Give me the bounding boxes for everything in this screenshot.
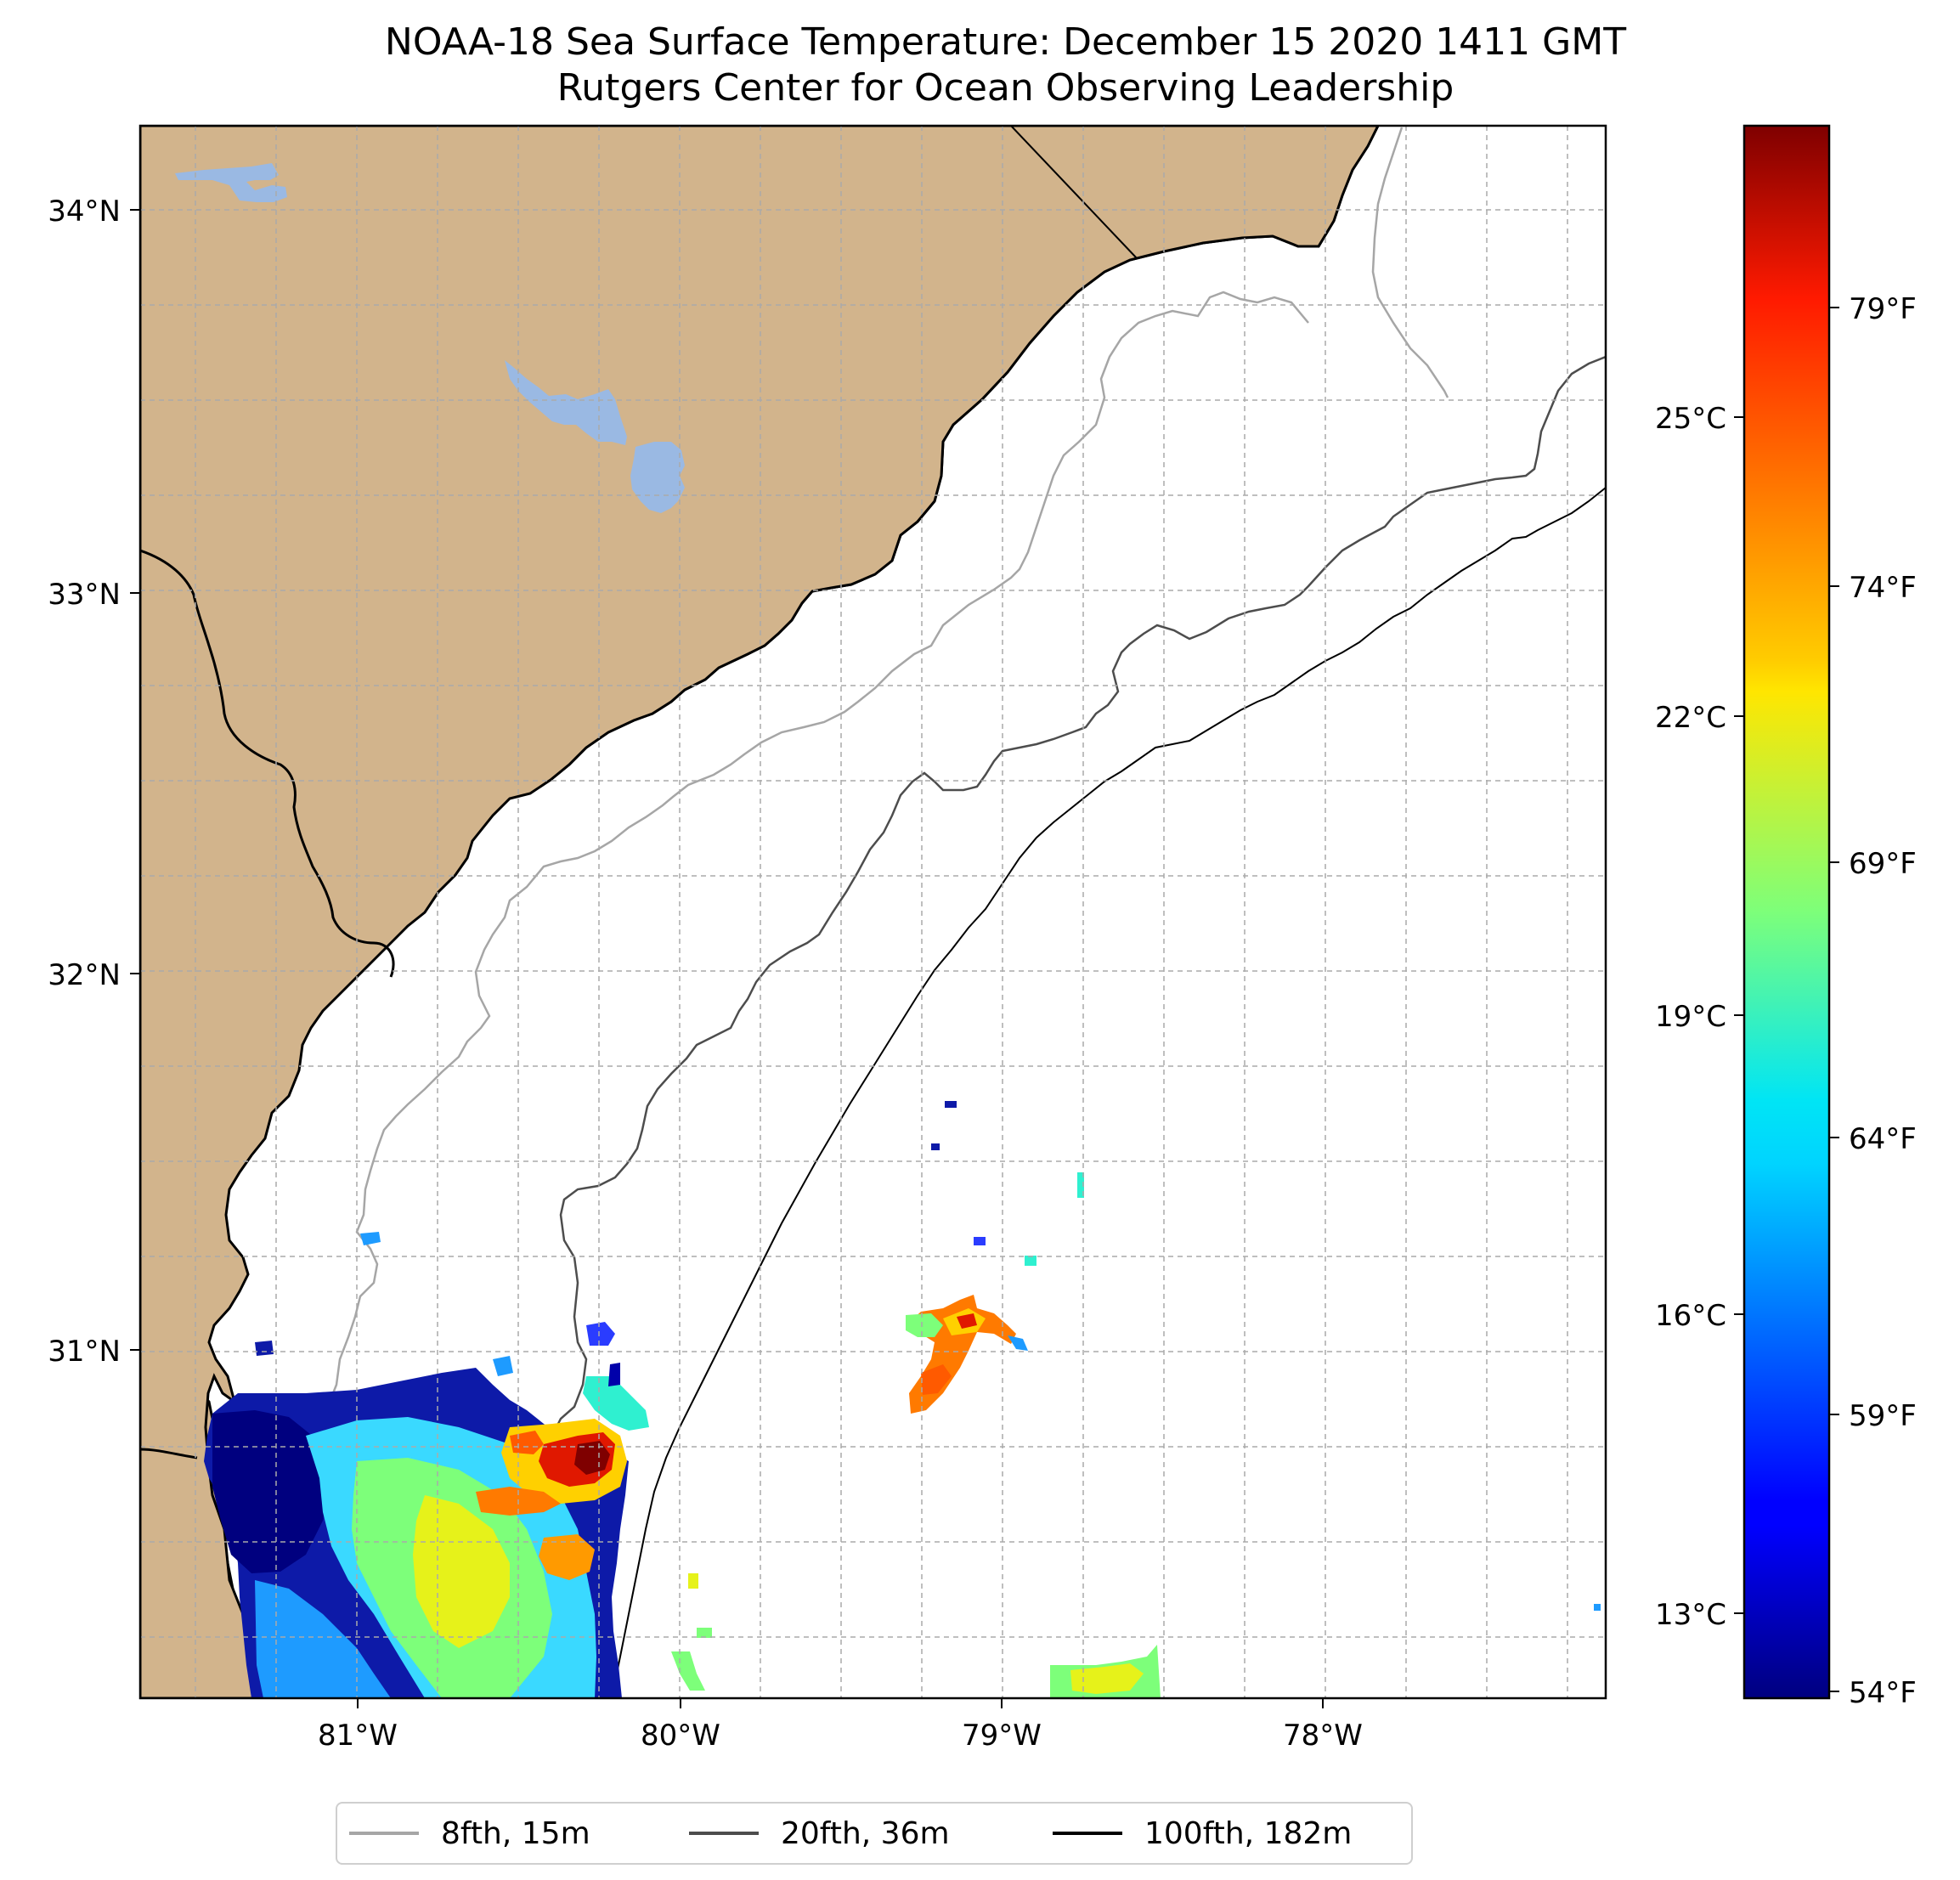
isobath-36m: [491, 355, 1606, 1698]
map-frame: [138, 124, 1607, 1700]
isobath-legend: 8fth, 15m 20fth, 36m 100fth, 182m: [336, 1802, 1413, 1865]
colorbar-f-64: 64°F: [1849, 1122, 1917, 1156]
lat-label-33n: 33°N: [48, 578, 121, 612]
legend-line-15m: [349, 1832, 419, 1835]
legend-item-36m: 20fth, 36m: [689, 1804, 950, 1863]
colorbar-ticks: [1734, 307, 1839, 1692]
sst-data-patches: [204, 1101, 1601, 1698]
colorbar-c-25: 25°C: [1655, 402, 1726, 436]
axis-ticks: [130, 209, 1324, 1708]
colorbar-f-74: 74°F: [1849, 571, 1917, 605]
map-title: NOAA-18 Sea Surface Temperature: Decembe…: [384, 20, 1627, 64]
legend-line-36m: [689, 1832, 759, 1835]
colorbar-c-13: 13°C: [1655, 1598, 1726, 1632]
colorbar-c-19: 19°C: [1655, 1000, 1726, 1034]
legend-line-182m: [1053, 1832, 1122, 1835]
lat-label-31n: 31°N: [48, 1335, 121, 1369]
legend-item-182m: 100fth, 182m: [1053, 1804, 1352, 1863]
lake-moultrie: [175, 163, 287, 202]
lon-label-78w: 78°W: [1283, 1719, 1363, 1753]
lon-label-81w: 81°W: [318, 1719, 398, 1753]
legend-label-15m: 8fth, 15m: [441, 1815, 590, 1851]
lon-label-79w: 79°W: [962, 1719, 1042, 1753]
colorbar-c-16: 16°C: [1655, 1299, 1726, 1333]
legend-label-36m: 20fth, 36m: [781, 1815, 950, 1851]
legend-label-182m: 100fth, 182m: [1144, 1815, 1353, 1851]
lake-marion: [505, 360, 627, 445]
colorbar-f-59: 59°F: [1849, 1399, 1917, 1433]
colorbar-f-54: 54°F: [1849, 1676, 1917, 1710]
graticule: [140, 126, 1606, 1698]
lat-label-34n: 34°N: [48, 195, 121, 229]
isobath-182m: [611, 487, 1606, 1698]
colorbar-f-79: 79°F: [1849, 292, 1917, 326]
legend-item-15m: 8fth, 15m: [349, 1804, 590, 1863]
lat-label-32n: 32°N: [48, 958, 121, 992]
colorbar-c-22: 22°C: [1655, 701, 1726, 735]
isobath-15m: [250, 127, 1449, 1698]
map-subtitle: Rutgers Center for Ocean Observing Leade…: [556, 66, 1454, 110]
colorbar-f-69: 69°F: [1849, 847, 1917, 881]
colorbar: [1743, 124, 1831, 1700]
lon-label-80w: 80°W: [641, 1719, 720, 1753]
